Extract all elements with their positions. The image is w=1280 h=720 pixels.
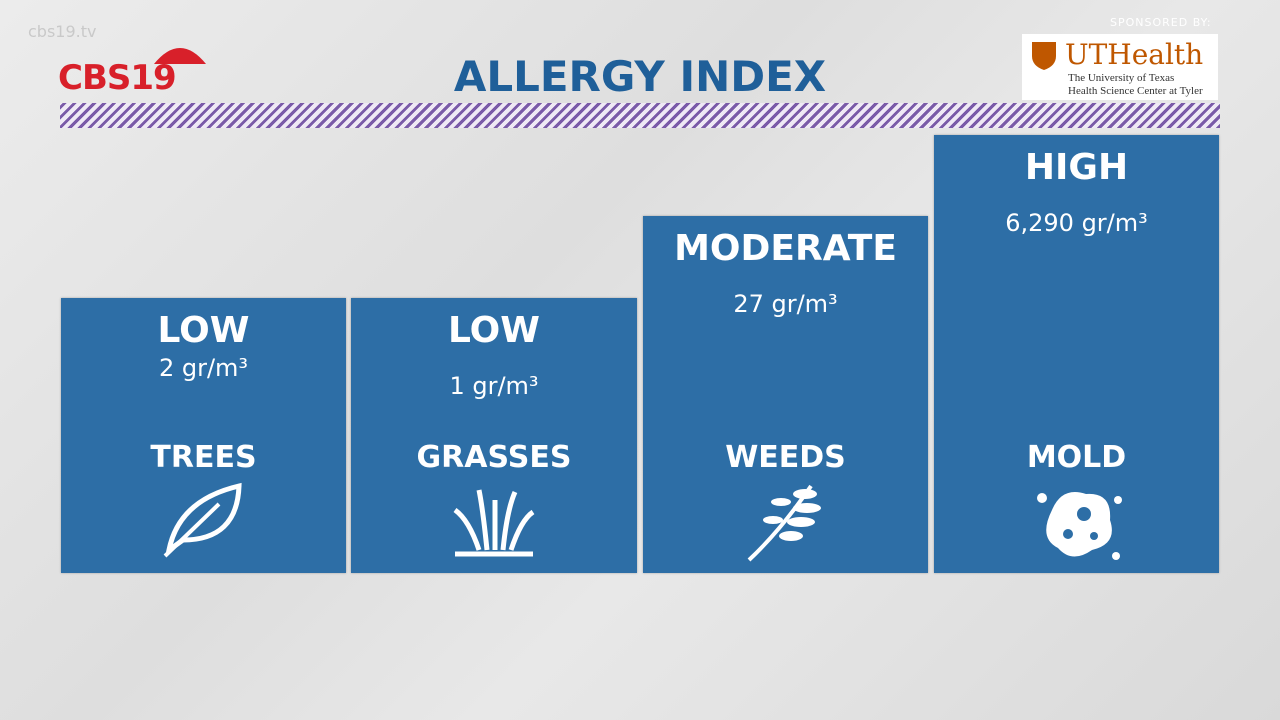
stripe-bar xyxy=(60,103,1220,128)
watermark: cbs19.tv xyxy=(28,22,97,41)
sponsor-name: UTHealth xyxy=(1065,38,1204,71)
title: ALLERGY INDEX xyxy=(453,52,827,101)
card: LOW 1 gr/m³ GRASSES xyxy=(351,298,637,573)
sponsor-shield xyxy=(1032,42,1056,70)
category-icon xyxy=(453,489,535,557)
card: MODERATE 27 gr/m³ WEEDS xyxy=(643,216,928,573)
sponsor-line: Health Science Center at Tyler xyxy=(1068,85,1203,97)
logo: CBS19 xyxy=(58,58,177,98)
sponsor-label: SPONSORED BY: xyxy=(1110,16,1212,29)
category: GRASSES xyxy=(416,440,572,475)
category: WEEDS xyxy=(725,440,846,475)
amount: 2 gr/m³ xyxy=(158,354,249,382)
logo-umbrella xyxy=(154,48,206,64)
category: MOLD xyxy=(1026,440,1127,475)
category-icon xyxy=(1036,492,1122,560)
level: LOW xyxy=(157,310,250,351)
category: TREES xyxy=(150,440,257,475)
level: MODERATE xyxy=(674,228,897,269)
card: LOW 2 gr/m³ TREES xyxy=(61,298,346,573)
amount: 27 gr/m³ xyxy=(733,290,838,318)
sponsor-line: The University of Texas xyxy=(1068,72,1175,84)
category-icon xyxy=(163,482,242,558)
level: LOW xyxy=(448,310,540,351)
amount: 1 gr/m³ xyxy=(449,372,539,400)
card: HIGH 6,290 gr/m³ MOLD xyxy=(934,135,1219,573)
amount: 6,290 gr/m³ xyxy=(1005,209,1148,237)
level: HIGH xyxy=(1024,147,1129,188)
category-icon xyxy=(747,484,821,562)
